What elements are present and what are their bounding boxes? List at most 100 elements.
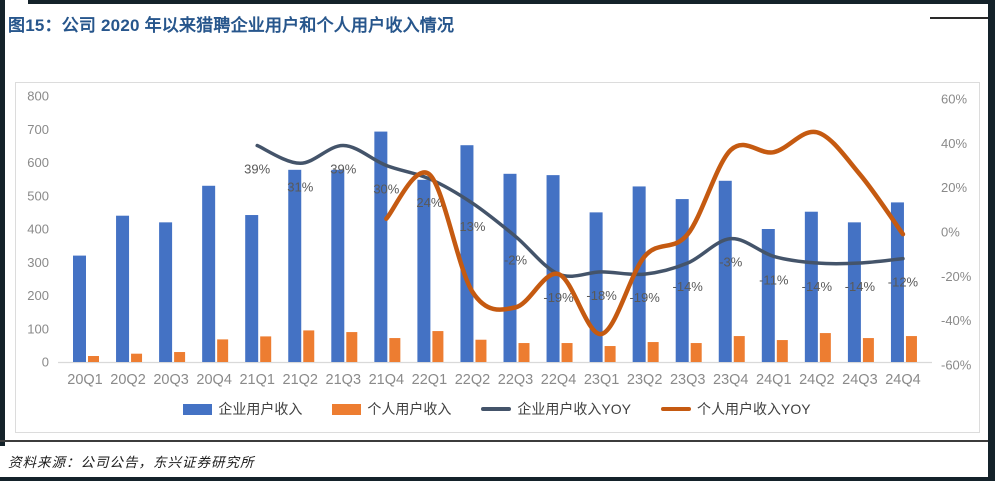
table-cell-divider — [930, 17, 988, 19]
x-axis-tick-20Q4: 20Q4 — [196, 372, 231, 388]
bar-enterprise-revenue-21Q2 — [288, 169, 302, 362]
data-label-enterprise-yoy-21Q1: 39% — [244, 162, 270, 177]
bar-enterprise-revenue-24Q3 — [847, 222, 861, 362]
x-axis-tick-20Q1: 20Q1 — [67, 372, 102, 388]
bar-personal-revenue-22Q4 — [561, 343, 573, 362]
data-label-enterprise-yoy-23Q3: -14% — [673, 279, 704, 294]
x-axis-tick-22Q2: 22Q2 — [455, 372, 490, 388]
x-axis-tick-23Q3: 23Q3 — [670, 372, 705, 388]
data-label-enterprise-yoy-22Q4: -19% — [543, 290, 574, 305]
y-axis-right-tick-20: 20% — [941, 180, 967, 195]
bar-enterprise-revenue-21Q4 — [374, 131, 388, 362]
x-axis-tick-21Q4: 21Q4 — [369, 372, 404, 388]
bar-personal-revenue-23Q2 — [647, 342, 659, 362]
bar-enterprise-revenue-22Q3 — [503, 173, 517, 362]
y-axis-left-tick-200: 200 — [27, 288, 49, 303]
legend-swatch-personal-revenue — [332, 403, 362, 415]
data-label-enterprise-yoy-24Q2: -14% — [802, 279, 833, 294]
x-axis-tick-23Q1: 23Q1 — [584, 372, 619, 388]
x-axis-tick-22Q3: 22Q3 — [498, 372, 533, 388]
x-axis-tick-22Q1: 22Q1 — [412, 372, 447, 388]
legend-label-enterprise-revenue: 企业用户收入 — [218, 401, 303, 417]
bar-enterprise-revenue-22Q1 — [417, 179, 431, 362]
x-axis-tick-23Q4: 23Q4 — [713, 372, 748, 388]
bar-enterprise-revenue-21Q1 — [245, 215, 259, 362]
bar-enterprise-revenue-24Q4 — [890, 202, 904, 362]
chart-plot-border — [15, 82, 980, 433]
bar-enterprise-revenue-22Q4 — [546, 175, 560, 362]
y-axis-left-tick-100: 100 — [27, 321, 49, 336]
x-axis-tick-24Q2: 24Q2 — [799, 372, 834, 388]
bar-enterprise-revenue-22Q2 — [460, 145, 474, 362]
bar-personal-revenue-24Q3 — [862, 338, 874, 362]
bar-personal-revenue-20Q3 — [174, 352, 186, 362]
legend-item-enterprise-revenue: 企业用户收入 — [183, 399, 302, 419]
bar-personal-revenue-20Q2 — [131, 353, 143, 362]
y-axis-left-tick-600: 600 — [27, 155, 49, 170]
y-axis-right-tick-0: 0% — [941, 225, 960, 240]
y-axis-left-tick-0: 0 — [42, 355, 49, 370]
data-label-enterprise-yoy-21Q3: 39% — [330, 162, 356, 177]
bar-personal-revenue-21Q3 — [346, 332, 358, 362]
line-personal-yoy — [384, 129, 906, 337]
table-border-right — [988, 0, 995, 481]
data-label-enterprise-yoy-23Q1: -18% — [586, 288, 617, 303]
bar-enterprise-revenue-24Q1 — [761, 229, 775, 362]
bar-personal-revenue-21Q4 — [389, 338, 401, 362]
bar-enterprise-revenue-21Q3 — [331, 169, 345, 362]
x-axis-tick-20Q3: 20Q3 — [153, 372, 188, 388]
bar-enterprise-revenue-23Q1 — [589, 212, 603, 362]
x-axis-tick-22Q4: 22Q4 — [541, 372, 576, 388]
bar-enterprise-revenue-20Q2 — [116, 215, 130, 362]
bar-personal-revenue-22Q2 — [475, 339, 487, 362]
bar-personal-revenue-23Q3 — [690, 343, 702, 362]
y-axis-right-tick--40: -40% — [941, 313, 972, 328]
data-label-enterprise-yoy-24Q3: -14% — [845, 279, 876, 294]
bar-personal-revenue-20Q1 — [88, 356, 99, 362]
y-axis-right-tick--20: -20% — [941, 269, 972, 284]
legend-item-enterprise-yoy: 企业用户收入YOY — [481, 399, 631, 419]
bar-personal-revenue-23Q1 — [604, 346, 616, 362]
table-border-bottom — [0, 477, 995, 481]
bar-enterprise-revenue-20Q4 — [202, 185, 216, 362]
x-axis-tick-21Q1: 21Q1 — [239, 372, 274, 388]
data-label-enterprise-yoy-22Q1: 24% — [416, 195, 442, 210]
x-axis-tick-21Q3: 21Q3 — [326, 372, 361, 388]
bar-personal-revenue-24Q1 — [776, 340, 788, 362]
x-axis-tick-23Q2: 23Q2 — [627, 372, 662, 388]
table-border-top — [28, 0, 995, 4]
source-note: 资料来源：公司公告，东兴证券研究所 — [8, 455, 255, 470]
table-row-divider — [0, 440, 988, 442]
bar-personal-revenue-20Q4 — [217, 339, 229, 362]
legend-label-personal-revenue: 个人用户收入 — [367, 401, 452, 417]
legend-label-enterprise-yoy: 企业用户收入YOY — [517, 401, 631, 417]
legend-item-personal-revenue: 个人用户收入 — [332, 399, 451, 419]
bar-personal-revenue-22Q3 — [518, 343, 530, 362]
legend-label-personal-yoy: 个人用户收入YOY — [697, 401, 811, 417]
y-axis-left-tick-700: 700 — [27, 122, 49, 137]
data-label-enterprise-yoy-22Q2: 13% — [459, 219, 485, 234]
data-label-enterprise-yoy-23Q2: -19% — [629, 290, 660, 305]
data-label-enterprise-yoy-23Q4: -3% — [719, 255, 743, 270]
bar-enterprise-revenue-23Q4 — [718, 180, 732, 362]
bar-personal-revenue-23Q4 — [733, 336, 745, 362]
legend-item-personal-yoy: 个人用户收入YOY — [661, 399, 811, 419]
x-axis-tick-21Q2: 21Q2 — [283, 372, 318, 388]
data-label-enterprise-yoy-24Q4: -12% — [888, 275, 919, 290]
data-label-enterprise-yoy-22Q3: -2% — [504, 252, 528, 267]
y-axis-right-tick-60: 60% — [941, 92, 967, 107]
y-axis-left-tick-300: 300 — [27, 255, 49, 270]
chart-legend: 企业用户收入 个人用户收入 企业用户收入YOY 个人用户收入YOY — [16, 399, 978, 419]
x-axis-tick-24Q3: 24Q3 — [842, 372, 877, 388]
bar-personal-revenue-24Q4 — [905, 336, 917, 362]
bar-enterprise-revenue-20Q1 — [73, 255, 86, 362]
y-axis-right-tick-40: 40% — [941, 136, 967, 151]
y-axis-right-tick--60: -60% — [941, 358, 972, 373]
bar-personal-revenue-21Q2 — [303, 330, 315, 362]
figure-title: 图15：公司 2020 年以来猎聘企业用户和个人用户收入情况 — [8, 16, 455, 35]
data-label-enterprise-yoy-24Q1: -11% — [759, 272, 789, 287]
x-axis-tick-24Q4: 24Q4 — [885, 372, 920, 388]
x-axis-tick-24Q1: 24Q1 — [756, 372, 791, 388]
